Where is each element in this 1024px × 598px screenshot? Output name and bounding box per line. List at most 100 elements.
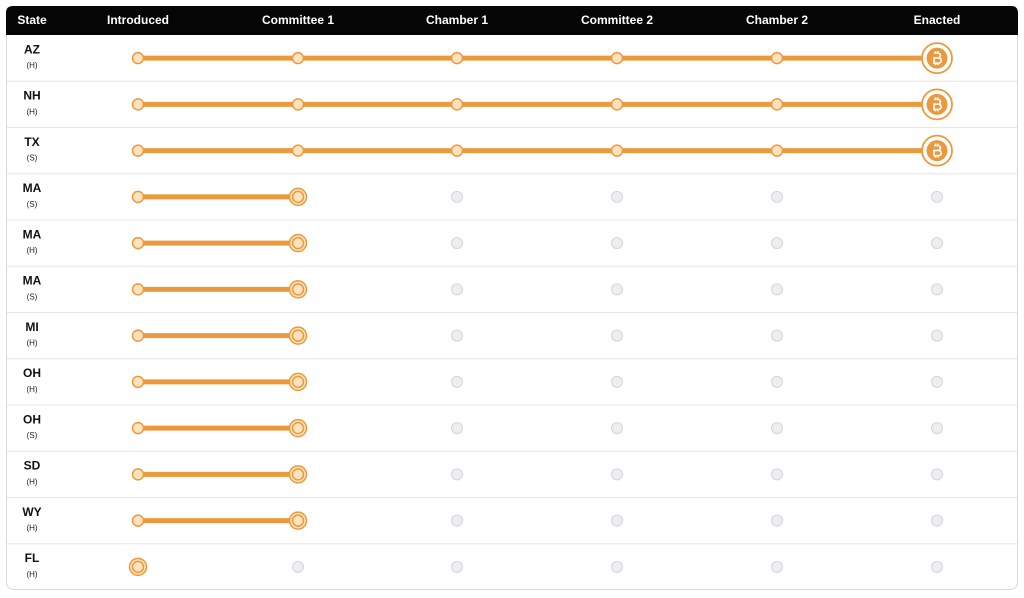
chamber-label: (H): [26, 477, 37, 486]
table-row: MI (H): [7, 312, 1017, 348]
column-header: Committee 2: [581, 13, 653, 27]
table-row: MA (H): [7, 219, 1017, 255]
current-step: [291, 375, 305, 389]
chamber-label: (S): [27, 154, 38, 163]
pending-step: [611, 237, 623, 250]
completed-step: [131, 375, 145, 389]
table-header: [6, 6, 1018, 35]
pending-step: [451, 190, 463, 203]
completed-step: [291, 98, 305, 111]
column-header: State: [17, 13, 47, 27]
current-step: [131, 560, 145, 574]
pending-step: [451, 560, 463, 573]
pending-step: [771, 237, 783, 250]
pending-step: [292, 560, 304, 573]
column-header: Enacted: [914, 13, 961, 27]
completed-step: [450, 51, 464, 65]
table-row: FL (H): [7, 543, 1017, 579]
state-label: MI: [25, 320, 38, 334]
completed-step: [770, 144, 784, 157]
pending-step: [771, 514, 783, 527]
state-label: NH: [23, 89, 40, 103]
column-header: Chamber 1: [426, 13, 488, 27]
pending-step: [451, 283, 463, 296]
completed-step: [131, 144, 145, 157]
state-label: TX: [24, 135, 39, 149]
table-row: MA (S): [7, 265, 1017, 301]
pending-step: [771, 190, 783, 203]
current-step: [291, 283, 305, 296]
pending-step: [611, 283, 623, 296]
pending-step: [771, 468, 783, 481]
state-label: AZ: [24, 42, 40, 56]
table-row: SD (H): [7, 450, 1017, 486]
pending-step: [931, 237, 943, 250]
state-label: WY: [22, 505, 41, 519]
chamber-label: (S): [27, 200, 38, 209]
completed-step: [450, 98, 464, 111]
pending-step: [611, 468, 623, 481]
table-row: WY (H): [7, 497, 1017, 533]
column-header: Committee 1: [262, 13, 334, 27]
completed-step: [131, 236, 145, 250]
pending-step: [611, 560, 623, 573]
state-label: MA: [23, 181, 42, 195]
pending-step: [451, 468, 463, 481]
chamber-label: (H): [26, 61, 37, 70]
pending-step: [451, 422, 463, 435]
table-row: TX (S): [7, 127, 1017, 167]
completed-step: [131, 329, 145, 342]
pending-step: [771, 375, 783, 388]
completed-step: [770, 51, 784, 65]
completed-step: [131, 468, 145, 481]
pending-step: [931, 283, 943, 296]
state-label: OH: [23, 412, 41, 426]
completed-step: [610, 144, 624, 157]
pending-step: [611, 514, 623, 527]
current-step: [291, 236, 305, 250]
pending-step: [451, 329, 463, 342]
completed-step: [291, 51, 305, 65]
pending-step: [931, 190, 943, 203]
chamber-label: (S): [27, 292, 38, 301]
completed-step: [610, 51, 624, 65]
chamber-label: (H): [26, 107, 37, 116]
completed-step: [131, 98, 145, 111]
pending-step: [771, 329, 783, 342]
pending-step: [931, 560, 943, 573]
pending-step: [931, 422, 943, 435]
current-step: [291, 514, 305, 527]
pending-step: [771, 560, 783, 573]
current-step: [291, 468, 305, 481]
state-label: MA: [23, 274, 42, 288]
completed-step: [770, 98, 784, 111]
current-step: [291, 190, 305, 204]
table-row: MA (S): [7, 173, 1017, 209]
chamber-label: (H): [26, 385, 37, 394]
pending-step: [931, 329, 943, 342]
state-label: SD: [24, 459, 41, 473]
table-row: OH (S): [7, 404, 1017, 440]
state-label: FL: [25, 551, 40, 565]
completed-step: [450, 144, 464, 157]
completed-step: [131, 421, 145, 435]
completed-step: [131, 51, 145, 65]
pending-step: [931, 468, 943, 481]
pending-step: [611, 375, 623, 388]
pending-step: [451, 514, 463, 527]
table-row: OH (H): [7, 358, 1017, 394]
column-header: Introduced: [107, 13, 169, 27]
table-row: AZ (H): [24, 42, 953, 75]
pending-step: [771, 422, 783, 435]
current-step: [291, 421, 305, 435]
chamber-label: (H): [26, 246, 37, 255]
pending-step: [931, 375, 943, 388]
chamber-label: (S): [27, 431, 38, 440]
state-label: MA: [23, 227, 42, 241]
completed-step: [131, 283, 145, 296]
pending-step: [451, 237, 463, 250]
chamber-label: (H): [26, 339, 37, 348]
completed-step: [131, 514, 145, 527]
current-step: [291, 329, 305, 342]
